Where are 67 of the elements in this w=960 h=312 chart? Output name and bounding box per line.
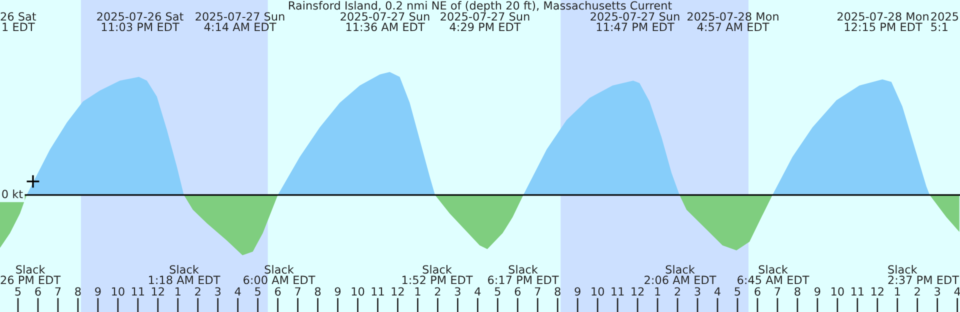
x-tick-label: 11 <box>372 287 384 296</box>
x-tick-label: 9 <box>814 287 820 296</box>
x-tick-label: 10 <box>352 287 364 296</box>
text: 2025-07-27 Sun 4:14 AM EDT <box>196 12 284 32</box>
x-tick-label: 4 <box>474 287 481 296</box>
x-tick-label: 4 <box>954 287 960 296</box>
x-tick-label: 8 <box>554 287 560 296</box>
x-tick-label: 6 <box>275 287 281 296</box>
ref-line-label: 0 kt <box>2 190 23 198</box>
text: Slack 6:45 AM EDT <box>738 265 810 284</box>
x-tick-label: 8 <box>314 287 321 296</box>
text: 2025-07-27 Sun 11:36 AM EDT <box>340 12 430 32</box>
x-tick-label: 7 <box>295 287 300 296</box>
x-tick-label: 6 <box>754 287 760 296</box>
text: Slack 2:06 AM EDT <box>644 265 716 284</box>
x-tick-label: 5 <box>255 287 260 296</box>
x-tick-label: 9 <box>574 287 580 296</box>
text: 2025-07-27 Sun 4:29 PM EDT <box>440 12 530 32</box>
x-tick-label: 6 <box>35 287 41 296</box>
x-tick-label: 12 <box>871 287 884 296</box>
x-tick-label: 10 <box>831 287 844 296</box>
x-tick-label: 4 <box>714 287 720 296</box>
x-tick-label: 1 <box>415 287 420 296</box>
text: 26 Sat 1 EDT <box>0 12 36 32</box>
x-tick-label: 11 <box>612 287 624 296</box>
x-tick-label: 11 <box>851 287 864 296</box>
x-tick-label: 3 <box>215 287 221 296</box>
x-tick-label: 3 <box>454 287 460 296</box>
x-tick-label: 2 <box>195 287 200 296</box>
x-tick-label: 9 <box>334 287 341 296</box>
text: 2025-07-28 Mon 12:15 PM EDT <box>837 12 928 32</box>
text: Slack 1:18 AM EDT <box>149 265 220 284</box>
chart-title: Rainsford Island, 0.2 nmi NE of (depth 20 ft), Massachusetts Current <box>288 1 672 12</box>
x-tick-label: 12 <box>632 287 644 296</box>
x-tick-label: 6 <box>514 287 521 296</box>
text: 2025-07-26 Sat 11:03 PM EDT <box>97 12 184 32</box>
x-tick-label: 5 <box>734 287 740 296</box>
text: Slack 1:52 PM EDT <box>402 265 473 284</box>
x-tick-label: 1 <box>895 287 900 296</box>
x-tick-label: 1 <box>176 287 180 296</box>
x-tick-label: 8 <box>794 287 800 296</box>
text: Slack 6:17 PM EDT <box>488 265 559 284</box>
x-tick-label: 8 <box>75 287 81 296</box>
x-tick-label: 7 <box>774 287 780 296</box>
x-tick-label: 3 <box>694 287 700 296</box>
x-tick-label: 2 <box>434 287 440 296</box>
x-tick-label: 3 <box>934 287 940 296</box>
x-tick-label: 12 <box>152 287 164 296</box>
x-tick-label: 9 <box>95 287 101 296</box>
x-tick-label: 2 <box>674 287 680 296</box>
x-tick-label: 11 <box>132 287 144 296</box>
text: 2025-07-27 Sun 11:47 PM EDT <box>590 12 680 32</box>
x-tick-label: 7 <box>534 287 540 296</box>
text: 2025 5:1 <box>931 12 958 32</box>
x-tick-label: 4 <box>234 287 241 296</box>
x-tick-label: 2 <box>914 287 920 296</box>
x-tick-label: 5 <box>494 287 500 296</box>
x-tick-label: 1 <box>655 287 660 296</box>
x-tick-label: 10 <box>592 287 604 296</box>
x-tick-label: 5 <box>15 287 21 296</box>
text: 2025-07-28 Mon 4:57 AM EDT <box>687 12 778 32</box>
text: Slack 6:00 AM EDT <box>244 265 316 284</box>
x-tick-label: 7 <box>55 287 61 296</box>
text: Slack 26 PM EDT <box>0 265 61 284</box>
x-tick-label: 12 <box>392 287 404 296</box>
text: Slack 2:37 PM EDT <box>888 265 960 284</box>
x-tick-label: 10 <box>112 287 124 296</box>
